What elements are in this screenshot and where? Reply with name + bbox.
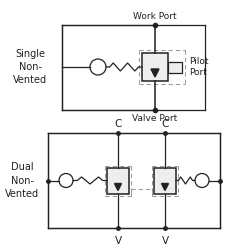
- Text: C: C: [161, 119, 169, 129]
- Bar: [154, 168, 176, 194]
- Polygon shape: [114, 184, 121, 190]
- Bar: [107, 168, 129, 194]
- Bar: [168, 62, 182, 72]
- Text: Single
Non-
Vented: Single Non- Vented: [13, 49, 47, 85]
- Text: V: V: [114, 236, 121, 246]
- Bar: [142, 53, 168, 81]
- Text: Valve Port: Valve Port: [132, 114, 178, 123]
- Text: Pilot
Port: Pilot Port: [189, 57, 208, 77]
- Text: V: V: [162, 236, 168, 246]
- Polygon shape: [151, 69, 159, 77]
- Text: C: C: [114, 119, 122, 129]
- Text: Dual
Non-
Vented: Dual Non- Vented: [5, 162, 39, 199]
- Text: Work Port: Work Port: [133, 12, 177, 21]
- Polygon shape: [162, 184, 168, 190]
